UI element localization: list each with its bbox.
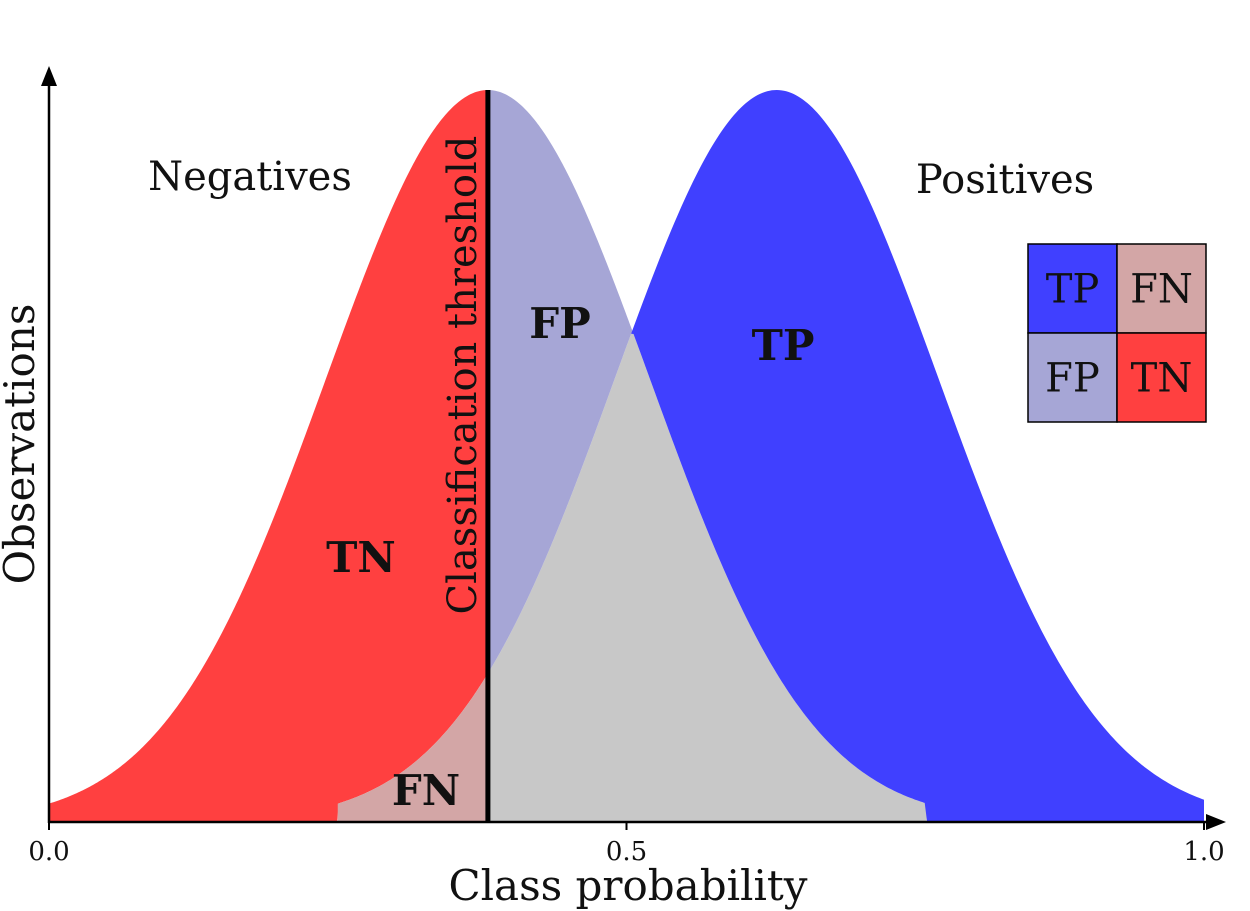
negatives-label: Negatives: [148, 154, 352, 200]
threshold-label: Classification threshold: [440, 136, 486, 615]
legend-label-tp: TP: [1046, 267, 1100, 313]
axes: [41, 66, 1226, 830]
tp-region: [487, 90, 1204, 822]
tn-region: [49, 90, 488, 822]
x-tick-label: 0.5: [606, 837, 647, 867]
y-axis-title: Observations: [0, 304, 44, 585]
legend-cell-tn: [1116, 332, 1207, 423]
legend-label-fp: FP: [1045, 356, 1100, 402]
tp-region-label: TP: [752, 321, 815, 370]
positives-label: Positives: [916, 157, 1094, 203]
fp-region-label: FP: [529, 299, 590, 348]
fn-region: [337, 673, 488, 822]
x-axis-title: Class probability: [448, 861, 807, 910]
x-ticks: 0.0 0.5 1.0: [28, 822, 1225, 867]
overlap-region: [487, 331, 927, 822]
y-axis-arrow: [41, 66, 57, 86]
fp-region: [487, 90, 927, 804]
confusion-legend: TP FN FP TN: [1027, 243, 1207, 423]
x-tick-label: 0.0: [28, 837, 69, 867]
legend-label-tn: TN: [1131, 356, 1193, 402]
distribution-areas: [49, 90, 1204, 822]
tn-region-label: TN: [326, 533, 396, 582]
x-axis-arrow: [1206, 814, 1226, 830]
fn-region-label: FN: [392, 766, 460, 815]
x-tick-label: 1.0: [1183, 837, 1224, 867]
legend-label-fn: FN: [1130, 267, 1193, 313]
